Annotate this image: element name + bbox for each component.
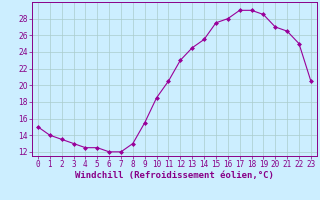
X-axis label: Windchill (Refroidissement éolien,°C): Windchill (Refroidissement éolien,°C)	[75, 171, 274, 180]
